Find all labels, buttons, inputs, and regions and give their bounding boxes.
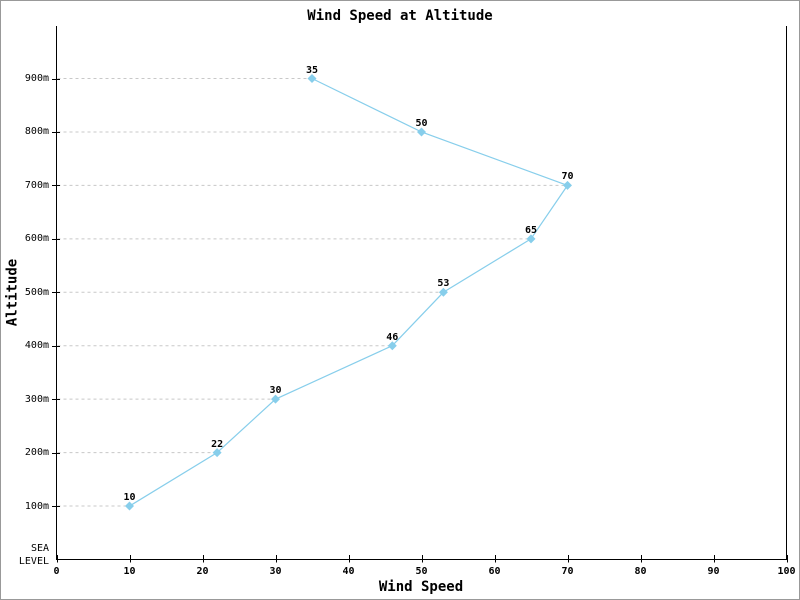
data-point-marker — [438, 287, 448, 297]
data-point-label: 46 — [386, 331, 399, 343]
data-point-label: 65 — [524, 224, 538, 236]
data-point-label: 53 — [437, 278, 450, 290]
x-tick-label: 90 — [707, 566, 720, 577]
y-tick-label: 500m — [24, 286, 49, 298]
x-tick-label: 60 — [488, 566, 501, 577]
sea-level-label: SEA LEVEL — [18, 543, 49, 567]
x-tick-label: 70 — [561, 566, 574, 577]
x-tick-label: 0 — [53, 566, 60, 577]
data-point-marker — [125, 501, 134, 511]
y-tick-label: 700m — [24, 179, 49, 191]
x-tick-label: 10 — [123, 566, 136, 577]
y-tick-label: 600m — [24, 233, 49, 245]
data-point-marker — [307, 74, 317, 83]
x-tick-label: 40 — [342, 566, 355, 577]
x-tick-label: 80 — [634, 566, 647, 577]
y-tick-label: 400m — [24, 340, 49, 352]
data-point-marker — [563, 180, 572, 190]
data-point-label: 10 — [123, 492, 136, 504]
data-point-label: 70 — [561, 171, 574, 183]
y-tick-label: 900m — [24, 73, 49, 84]
x-tick-label: 30 — [269, 566, 282, 577]
x-axis-title: Wind Speed — [378, 579, 464, 595]
data-point-marker — [417, 127, 426, 137]
y-tick-label: 100m — [24, 500, 49, 512]
data-point-label: 30 — [269, 385, 282, 397]
x-tick-label: 100 — [777, 566, 796, 577]
data-point-label: 50 — [415, 117, 428, 129]
data-point-marker — [271, 394, 280, 404]
data-point-label: 22 — [211, 438, 224, 450]
x-tick-label: 50 — [415, 566, 428, 577]
y-tick-label: 800m — [24, 126, 49, 138]
data-point-marker — [526, 234, 536, 244]
x-tick-label: 20 — [196, 566, 209, 577]
data-point-marker — [387, 341, 397, 351]
data-point-marker — [212, 448, 222, 458]
data-point-label: 35 — [305, 64, 319, 76]
y-tick-label: 200m — [24, 447, 49, 459]
chart-title: Wind Speed at Altitude — [307, 8, 493, 24]
y-tick-label: 300m — [24, 393, 49, 405]
